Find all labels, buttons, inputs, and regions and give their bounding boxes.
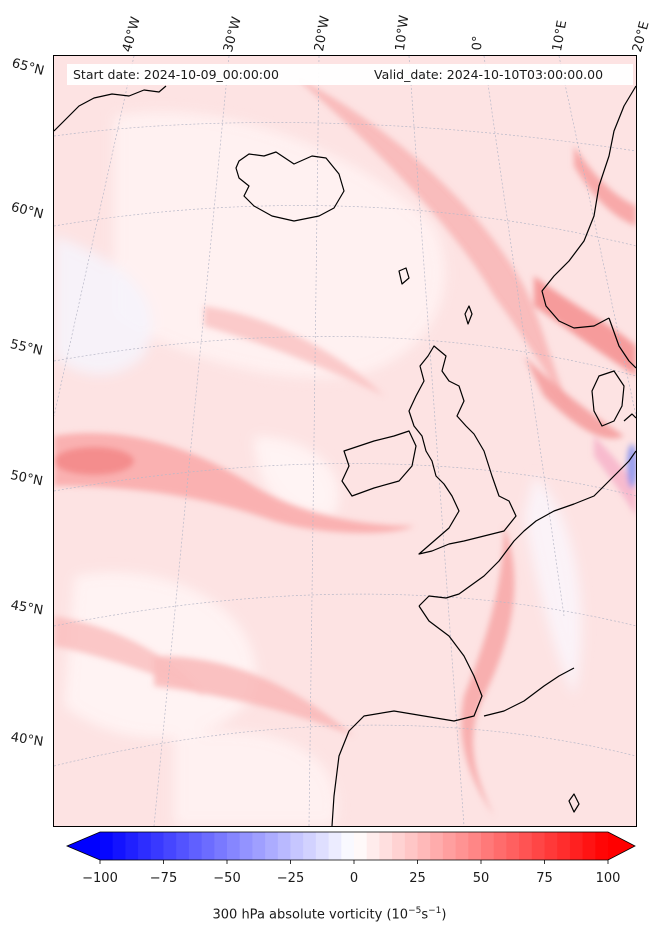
- iceland-coast: [235, 151, 345, 222]
- colorbar-tick-label: −25: [276, 871, 305, 886]
- start-date-label: Start date: 2024-10-09_00:00:00: [73, 67, 279, 82]
- lon-label-20w: 20°W: [312, 14, 334, 53]
- colorbar-cell: [214, 832, 228, 860]
- lat-label-40n: 40°N: [9, 730, 45, 750]
- colorbar-cell: [315, 832, 330, 860]
- colorbar-tick-label: −50: [213, 871, 241, 886]
- colorbar-cell: [354, 832, 368, 860]
- colorbar-cell: [163, 832, 177, 860]
- great-britain-coast: [408, 345, 517, 555]
- colorbar-cell: [468, 832, 482, 860]
- mediterranean-coast: [483, 667, 575, 717]
- map-plot: [53, 55, 637, 827]
- colorbar-tick-label: 0: [349, 871, 359, 886]
- colorbar-cell: [404, 832, 418, 860]
- colorbar-cell: [277, 832, 291, 860]
- colorbar-cell: [188, 832, 203, 860]
- colorbar-tick-label: −100: [82, 871, 118, 886]
- lat-label-50n: 50°N: [8, 468, 45, 490]
- greenland-coast: [54, 85, 167, 132]
- colorbar-tick-label: −75: [149, 871, 178, 886]
- lon-label-0: 0°: [470, 35, 486, 51]
- colorbar-cell: [430, 832, 444, 860]
- colorbar-cell: [442, 832, 457, 860]
- colorbar-extend-high: [608, 832, 635, 860]
- continental-coast: [418, 450, 636, 607]
- colorbar-tick-label: 25: [409, 871, 426, 886]
- colorbar-cells: [67, 832, 635, 860]
- valid-date-label: Valid_date: 2024-10-10T03:00:00.00: [374, 67, 604, 82]
- colorbar-cell: [493, 832, 507, 860]
- colorbar-cell: [379, 832, 393, 860]
- norway-coast: [541, 85, 636, 329]
- colorbar-cell: [481, 832, 495, 860]
- lon-label-20e: 20°E: [630, 19, 653, 54]
- colorbar-cell: [582, 832, 596, 860]
- colorbar-cell: [417, 832, 431, 860]
- colorbar-cell: [303, 832, 317, 860]
- coastlines: [54, 85, 636, 826]
- colorbar-cell: [150, 832, 164, 860]
- colorbar-cell: [239, 832, 253, 860]
- lat-label-65n: 65°N: [10, 56, 46, 79]
- colorbar-extend-low: [67, 832, 100, 860]
- colorbar-cell: [100, 832, 114, 860]
- colorbar-cell: [328, 832, 342, 860]
- colorbar-cell: [557, 832, 571, 860]
- lon-label-10e: 10°E: [550, 19, 571, 53]
- colorbar-cell: [341, 832, 355, 860]
- high-vorticity-bands: [54, 76, 636, 816]
- colorbar: [65, 831, 636, 864]
- colorbar-tick-label: 50: [472, 871, 490, 886]
- colorbar-cell: [290, 832, 304, 860]
- colorbar-cell: [544, 832, 558, 860]
- colorbar-cell: [569, 832, 584, 860]
- vorticity-field: [54, 56, 636, 826]
- graticule: [54, 56, 636, 826]
- colorbar-cell: [531, 832, 545, 860]
- lon-label-40w: 40°W: [120, 15, 144, 54]
- colorbar-cell: [201, 832, 215, 860]
- iberia-coast: [331, 605, 483, 826]
- colorbar-cell: [392, 832, 406, 860]
- lon-label-10w: 10°W: [393, 14, 413, 52]
- ireland-coast: [341, 430, 417, 497]
- colorbar-tick-label: 75: [536, 871, 553, 886]
- colorbar-cell: [265, 832, 279, 860]
- colorbar-cell: [227, 832, 241, 860]
- sweden-coast: [608, 317, 636, 369]
- colorbar-cell: [125, 832, 139, 860]
- lat-label-60n: 60°N: [9, 200, 45, 223]
- colorbar-cell: [112, 832, 126, 860]
- colorbar-cell: [595, 832, 609, 860]
- colorbar-tick-label: 100: [595, 871, 621, 886]
- colorbar-cell: [519, 832, 533, 860]
- colorbar-cell: [455, 832, 469, 860]
- date-header-box: [67, 64, 633, 85]
- lat-label-45n: 45°N: [9, 598, 45, 619]
- colorbar-cell: [138, 832, 152, 860]
- colorbar-label: 300 hPa absolute vorticity (10−5s−1): [212, 906, 447, 923]
- lat-label-55n: 55°N: [8, 337, 44, 359]
- colorbar-cell: [506, 832, 520, 860]
- colorbar-tick-marks: [99, 860, 609, 864]
- colorbar-cell: [366, 832, 380, 860]
- colorbar-cell: [176, 832, 190, 860]
- colorbar-cell: [252, 832, 266, 860]
- lon-label-30w: 30°W: [221, 15, 245, 54]
- low-vorticity-regions: [54, 111, 582, 826]
- denmark-coast: [591, 370, 625, 427]
